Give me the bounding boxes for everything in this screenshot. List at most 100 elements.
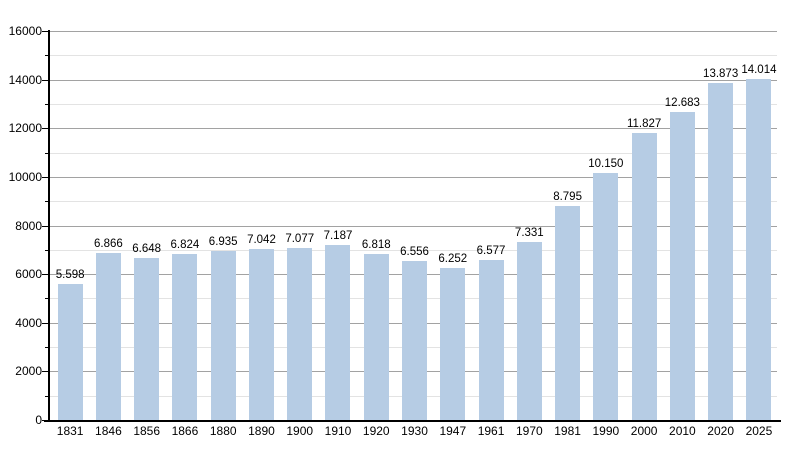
bar-slot-2020: 13.873 [702,68,740,420]
bar-2010 [669,111,695,420]
bar-1910 [325,245,351,420]
y-major-tick [42,177,50,178]
x-tick-label: 1856 [133,424,161,438]
minor-gridline [50,250,777,251]
x-tick-label: 1970 [515,424,543,438]
x-tick-label: 2025 [745,424,773,438]
bar-value-label: 13.873 [703,67,739,80]
y-minor-tick [45,104,50,105]
bar-slot-1846: 6.866 [89,238,127,420]
bar-value-label: 6.935 [208,236,238,249]
x-tick-label: 1880 [209,424,237,438]
y-major-tick [42,323,50,324]
bar-value-label: 6.866 [94,238,123,251]
bar-value-label: 7.042 [247,233,276,246]
bar-slot-1866: 6.824 [166,239,204,420]
y-axis-labels: 0 2000 4000 6000 8000 10000 12000 14000 16000 [0,24,42,427]
bar-slot-1910: 7.187 [319,230,357,420]
bar-1866 [172,254,198,420]
y-major-tick [42,80,50,81]
y-minor-tick [45,250,50,251]
y-minor-tick [45,153,50,154]
y-tick-label: 14000 [8,72,42,87]
major-gridline [50,80,777,81]
x-tick-label: 1910 [324,424,352,438]
bar-1920 [363,254,389,420]
x-tick-label: 1866 [171,424,199,438]
x-tick-label: 1831 [56,424,84,438]
y-tick-label: 4000 [15,315,42,330]
bar-value-label: 6.556 [400,245,429,258]
bar-slot-1920: 6.818 [357,239,395,420]
x-tick-label: 2000 [630,424,658,438]
y-tick-label: 10000 [8,169,42,184]
x-tick-label: 2020 [707,424,734,438]
x-tick-label: 1900 [286,424,314,438]
bar-slot-2010: 12.683 [663,97,701,420]
y-minor-tick [45,201,50,202]
y-tick-label: 0 [35,413,42,427]
bar-slot-1856: 6.648 [128,243,166,420]
bar-slot-2000: 11.827 [625,118,663,420]
bar-slot-1930: 6.556 [395,246,433,420]
bar-slot-1961: 6.577 [472,245,510,420]
plot-area: 5.598 6.866 6.648 6.824 6.935 7.042 7.077 7.187… [44,30,781,422]
bar-1947 [440,268,466,420]
x-tick-label: 1920 [362,424,390,438]
minor-gridline [50,55,777,56]
y-major-tick [42,31,50,32]
bar-value-label: 6.648 [132,243,162,256]
y-major-tick [42,128,50,129]
y-major-tick [42,420,50,421]
x-tick-label: 1961 [477,424,505,438]
minor-gridline [50,153,777,154]
bar-1961 [478,260,504,420]
x-tick-label: 1981 [554,424,581,438]
bar-slot-1900: 7.077 [281,233,319,420]
x-tick-label: 1947 [439,424,467,438]
bars-container: 5.598 6.866 6.648 6.824 6.935 7.042 7.077 7.187… [51,31,778,420]
bar-2025 [746,79,772,420]
y-tick-label: 16000 [8,24,42,38]
x-tick-label: 1846 [95,424,122,438]
major-gridline [50,128,777,129]
bar-slot-1981: 8.795 [548,191,586,420]
minor-gridline [50,201,777,202]
bar-1890 [248,248,274,420]
bar-value-label: 6.818 [361,239,391,252]
bar-1856 [134,258,160,420]
x-tick-label: 2010 [669,424,696,438]
bar-slot-2025: 14.014 [740,64,778,420]
bar-value-label: 6.824 [170,239,200,252]
y-minor-tick [45,396,50,397]
bar-1981 [555,206,581,420]
bar-value-label: 10.150 [588,158,624,171]
bar-1930 [402,260,428,420]
x-tick-label: 1890 [248,424,275,438]
minor-gridline [50,104,777,105]
bar-slot-1970: 7.331 [510,227,548,420]
y-minor-tick [45,347,50,348]
x-tick-label: 1930 [401,424,428,438]
y-tick-label: 2000 [15,364,42,379]
major-gridline [50,31,777,32]
bar-1831 [57,283,83,420]
y-tick-label: 6000 [15,267,42,282]
bar-value-label: 7.187 [323,230,353,243]
bar-slot-1947: 6.252 [434,253,472,420]
x-axis-line [44,420,781,422]
bar-1970 [516,241,542,420]
bar-slot-1890: 7.042 [242,234,280,420]
bar-value-label: 6.577 [476,245,506,258]
bar-value-label: 14.014 [741,64,777,77]
bar-value-label: 12.683 [664,96,700,109]
bar-1880 [210,251,236,420]
bar-value-label: 8.795 [553,191,582,204]
bar-2020 [708,82,734,420]
bar-slot-1831: 5.598 [51,269,89,420]
y-minor-tick [45,55,50,56]
x-tick-label: 1990 [592,424,620,438]
bar-1990 [593,173,619,420]
bar-value-label: 7.331 [514,226,544,239]
x-axis-labels: 1831 1846 1856 1866 1880 1890 1900 1910 1920 1930… [51,424,778,438]
